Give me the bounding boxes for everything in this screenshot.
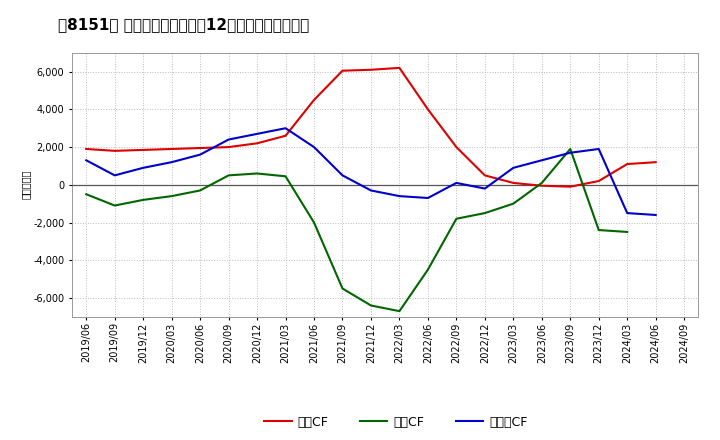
フリーCF: [366, 188, 375, 193]
投資CF: [566, 147, 575, 152]
Line: フリーCF: フリーCF: [86, 128, 656, 215]
フリーCF: [110, 173, 119, 178]
フリーCF: [452, 180, 461, 186]
営業CF: [196, 145, 204, 150]
投資CF: [310, 220, 318, 225]
投資CF: [338, 286, 347, 291]
投資CF: [253, 171, 261, 176]
Legend: 営業CF, 投資CF, フリーCF: 営業CF, 投資CF, フリーCF: [259, 411, 533, 434]
営業CF: [167, 147, 176, 152]
フリーCF: [595, 147, 603, 152]
投資CF: [366, 303, 375, 308]
Y-axis label: （百万円）: （百万円）: [20, 170, 30, 199]
投資CF: [595, 227, 603, 233]
投資CF: [480, 210, 489, 216]
営業CF: [595, 178, 603, 183]
営業CF: [338, 68, 347, 73]
フリーCF: [225, 137, 233, 142]
投資CF: [139, 197, 148, 202]
フリーCF: [282, 125, 290, 131]
営業CF: [366, 67, 375, 73]
営業CF: [310, 97, 318, 103]
営業CF: [509, 180, 518, 186]
投資CF: [395, 308, 404, 314]
営業CF: [652, 160, 660, 165]
フリーCF: [82, 158, 91, 163]
Text: ［8151］ キャッシュフローの12か月移動合計の推移: ［8151］ キャッシュフローの12か月移動合計の推移: [58, 18, 309, 33]
投資CF: [537, 180, 546, 186]
営業CF: [423, 107, 432, 112]
フリーCF: [253, 131, 261, 136]
投資CF: [282, 174, 290, 179]
営業CF: [282, 133, 290, 139]
営業CF: [623, 161, 631, 167]
Line: 営業CF: 営業CF: [86, 68, 656, 187]
営業CF: [395, 65, 404, 70]
投資CF: [110, 203, 119, 208]
営業CF: [253, 141, 261, 146]
営業CF: [82, 147, 91, 152]
投資CF: [82, 191, 91, 197]
フリーCF: [623, 210, 631, 216]
フリーCF: [423, 195, 432, 201]
投資CF: [623, 229, 631, 235]
営業CF: [566, 184, 575, 189]
Line: 投資CF: 投資CF: [86, 149, 627, 311]
フリーCF: [167, 160, 176, 165]
投資CF: [423, 267, 432, 272]
投資CF: [196, 188, 204, 193]
営業CF: [452, 144, 461, 150]
フリーCF: [480, 186, 489, 191]
フリーCF: [652, 213, 660, 218]
フリーCF: [338, 173, 347, 178]
営業CF: [139, 147, 148, 153]
フリーCF: [566, 150, 575, 155]
営業CF: [480, 173, 489, 178]
フリーCF: [139, 165, 148, 170]
フリーCF: [537, 158, 546, 163]
営業CF: [110, 148, 119, 154]
投資CF: [509, 201, 518, 206]
フリーCF: [509, 165, 518, 170]
フリーCF: [310, 144, 318, 150]
投資CF: [452, 216, 461, 221]
営業CF: [225, 144, 233, 150]
投資CF: [225, 173, 233, 178]
フリーCF: [395, 194, 404, 199]
営業CF: [537, 183, 546, 188]
投資CF: [167, 194, 176, 199]
フリーCF: [196, 152, 204, 157]
